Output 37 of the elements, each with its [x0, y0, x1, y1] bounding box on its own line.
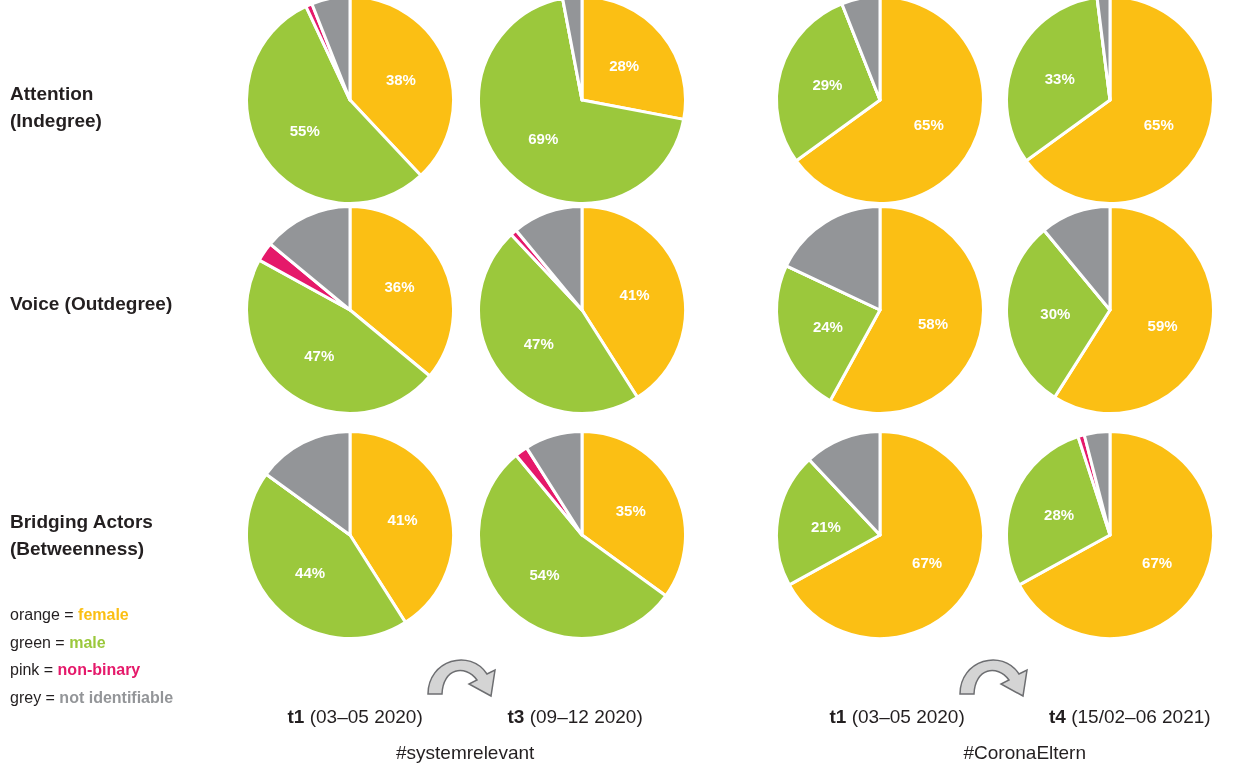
data-label: 67% [912, 554, 943, 572]
data-label: 58% [918, 315, 949, 333]
text: Bridging Actors (Betweenness) [10, 510, 154, 561]
data-label: 69% [528, 130, 559, 148]
data-label: 47% [523, 335, 554, 353]
text: Attention (Indegree) [10, 82, 103, 133]
text: #CoronaEltern [963, 742, 1087, 764]
data-label: 47% [304, 346, 335, 364]
data-label: 65% [1143, 116, 1174, 134]
text: t4 (15/02–06 2021) [1049, 706, 1211, 728]
data-label: 28% [1044, 506, 1075, 524]
data-label: 30% [1040, 304, 1071, 322]
text: t1 (03–05 2020) [829, 706, 965, 728]
data-label: 67% [1142, 554, 1173, 572]
data-label: 38% [385, 71, 416, 89]
data-label: 41% [619, 286, 650, 304]
data-label: 29% [812, 76, 843, 94]
text: t3 (09–12 2020) [507, 706, 643, 728]
data-label: 55% [289, 122, 320, 140]
data-label: 44% [295, 563, 326, 581]
text: Voice (Outdegree) [10, 292, 174, 316]
data-label: 41% [387, 511, 418, 529]
data-label: 59% [1147, 316, 1178, 334]
data-label: 24% [812, 318, 843, 336]
data-label: 35% [615, 501, 646, 519]
text: orange = female [10, 606, 129, 623]
data-label: 36% [384, 278, 415, 296]
text: green = male [10, 633, 106, 651]
data-label: 21% [810, 517, 841, 535]
data-label: 33% [1044, 69, 1075, 87]
data-label: 65% [913, 116, 944, 134]
text: pink = non-binary [10, 661, 141, 678]
data-label: 54% [529, 566, 560, 584]
text: grey = not identifiable [10, 688, 174, 706]
data-label: 28% [609, 56, 640, 74]
text: t1 (03–05 2020) [287, 706, 423, 728]
text: #systemrelevant [396, 742, 535, 764]
